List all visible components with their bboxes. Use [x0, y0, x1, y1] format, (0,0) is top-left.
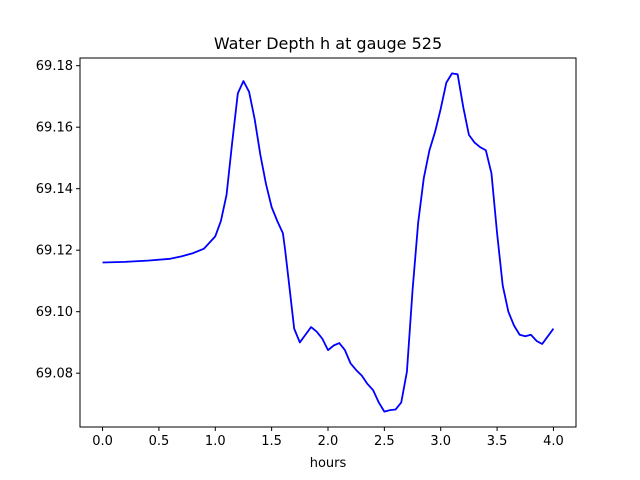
y-tick-label: 69.10 — [36, 305, 73, 320]
x-tick-label: 1.0 — [205, 434, 226, 449]
x-tick-label: 0.5 — [149, 434, 170, 449]
y-tick-label: 69.16 — [36, 121, 73, 136]
x-tick-label: 4.0 — [543, 434, 564, 449]
plot-frame — [79, 57, 577, 428]
plot-area: 0.0 0.5 1.0 1.5 2.0 2.5 3.0 3.5 4.0 69.08 69.10 69.… — [36, 57, 577, 449]
x-tick-label: 3.5 — [487, 434, 508, 449]
y-tick-label: 69.18 — [36, 59, 73, 74]
x-tick-label: 3.0 — [430, 434, 451, 449]
x-tick-label: 1.5 — [261, 434, 282, 449]
x-tick-label: 0.0 — [92, 434, 113, 449]
y-tick-label: 69.14 — [36, 182, 73, 197]
chart-title: Water Depth h at gauge 525 — [214, 34, 442, 53]
x-axis-label: hours — [310, 456, 347, 471]
y-tick-label: 69.12 — [36, 244, 73, 259]
x-tick-label: 2.5 — [374, 434, 395, 449]
x-tick-label: 2.0 — [318, 434, 339, 449]
series-line-0 — [102, 72, 555, 413]
y-tick-label: 69.08 — [36, 367, 73, 382]
